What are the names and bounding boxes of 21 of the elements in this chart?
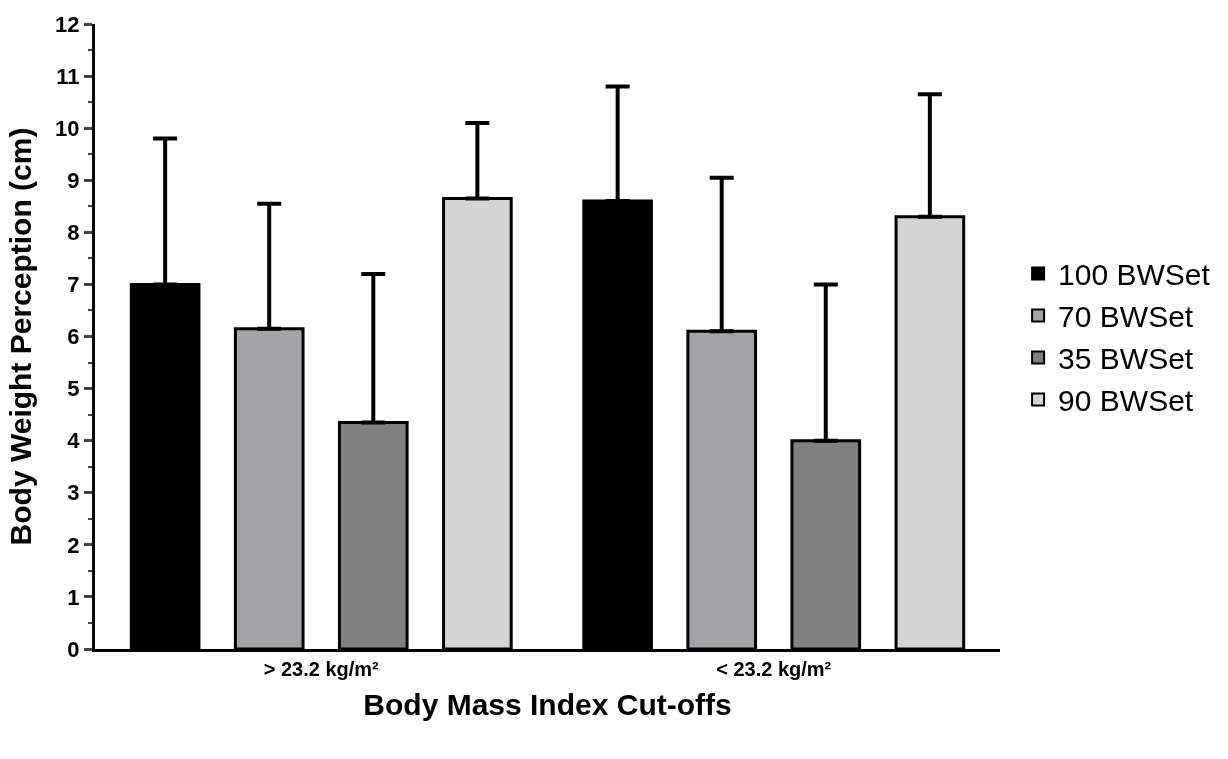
y-tick-label: 1	[67, 584, 80, 610]
y-tick-label: 8	[67, 220, 80, 246]
y-tick-label: 6	[67, 324, 80, 350]
x-axis-title: Body Mass Index Cut-offs	[363, 687, 732, 721]
x-tick-label: < 23.2 kg/m²	[716, 658, 832, 680]
legend-label: 70 BWSet	[1058, 300, 1194, 334]
x-tick-label: > 23.2 kg/m²	[263, 658, 380, 680]
y-tick-label: 5	[67, 376, 80, 402]
y-tick-label: 0	[67, 636, 80, 662]
y-tick-label: 10	[55, 115, 80, 141]
legend-label: 100 BWSet	[1058, 258, 1211, 292]
legend-label: 90 BWSet	[1058, 384, 1194, 418]
y-tick-label: 4	[67, 428, 81, 454]
y-tick-label: 2	[67, 532, 80, 558]
y-tick-label: 9	[67, 167, 80, 193]
y-axis-title: Body Weight Perception (cm)	[4, 127, 38, 546]
y-tick-label: 7	[67, 272, 80, 298]
y-tick-label: 12	[55, 11, 80, 37]
y-tick-label: 11	[56, 63, 80, 89]
legend-label: 35 BWSet	[1058, 342, 1194, 376]
y-tick-label: 3	[67, 480, 80, 506]
